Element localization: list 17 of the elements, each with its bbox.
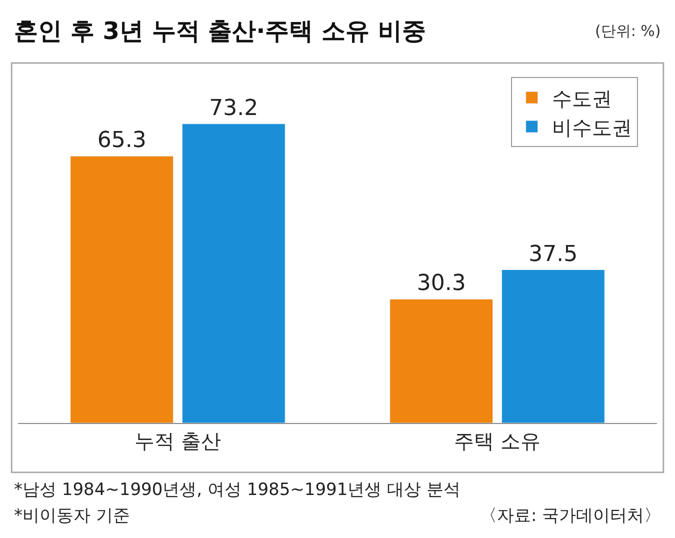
bar [390, 298, 494, 423]
chart-title: 혼인 후 3년 누적 출산·주택 소유 비중 [14, 17, 426, 45]
legend-label: 비수도권 [552, 115, 632, 140]
data-label: 73.2 [209, 96, 258, 121]
bar [182, 124, 286, 423]
text: *비이동자 기준 [14, 506, 130, 526]
x-tick-label: 주택 소유 [454, 429, 540, 453]
legend-label: 수도권 [552, 86, 612, 110]
bar [501, 270, 605, 423]
data-label: 30.3 [416, 271, 466, 296]
data-label: 37.5 [528, 242, 578, 267]
text: 〈자료: 국가데이터처〉 [480, 506, 662, 526]
bar [70, 156, 174, 423]
chart-subtitle: (단위: %) [595, 22, 661, 40]
text: *남성 1984~1990년생, 여성 1985~1991년생 대상 분석 [14, 480, 460, 500]
data-label: 65.3 [97, 128, 146, 154]
x-tick-label: 누적 출산 [134, 429, 221, 453]
